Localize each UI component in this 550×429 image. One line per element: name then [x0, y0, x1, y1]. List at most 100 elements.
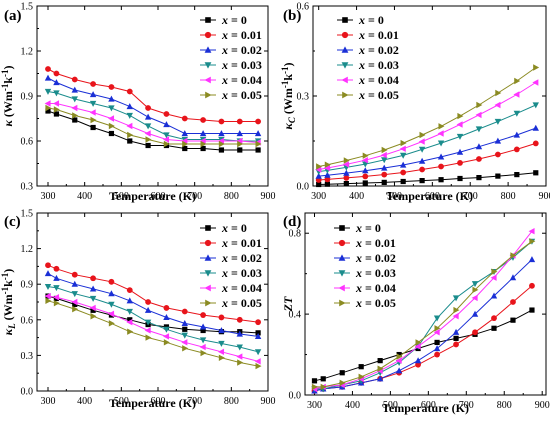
data-point — [109, 123, 115, 129]
legend-label: x = 0.01 — [358, 28, 399, 42]
data-point — [237, 147, 242, 152]
data-point — [381, 172, 387, 178]
data-point — [400, 170, 406, 176]
data-point — [514, 172, 519, 177]
data-point — [529, 307, 534, 312]
x-tick-label: 800 — [497, 400, 512, 411]
data-point — [457, 160, 463, 166]
data-point — [200, 312, 206, 318]
data-point — [255, 349, 261, 355]
data-point — [127, 132, 133, 138]
data-point — [533, 64, 539, 70]
legend: x = 0x = 0.01x = 0.02x = 0.03x = 0.04x =… — [337, 13, 399, 102]
legend-label: x = 0 — [355, 221, 381, 235]
data-point — [340, 370, 345, 375]
y-tick-label: 0.9 — [21, 92, 34, 103]
x-tick-label: 800 — [224, 396, 239, 407]
data-point — [420, 132, 426, 138]
data-point — [382, 180, 387, 185]
data-point — [72, 272, 78, 278]
x-tick-label: 400 — [77, 191, 92, 202]
series-4 — [311, 228, 534, 392]
data-point — [438, 164, 444, 170]
legend-label: x = 0 — [358, 13, 384, 27]
data-point — [362, 174, 368, 180]
data-point — [146, 136, 152, 142]
data-point — [529, 228, 535, 234]
y-axis-title-part: (Wm — [1, 91, 15, 120]
data-point — [325, 182, 330, 187]
data-point — [163, 333, 169, 339]
data-point — [126, 123, 132, 129]
data-point — [127, 138, 132, 143]
legend-label: x = 0.04 — [358, 73, 399, 87]
y-tick-label: 0.3 — [21, 351, 34, 362]
x-axis-title: Temperature (K) — [109, 396, 196, 410]
data-point — [438, 123, 444, 129]
y-tick-label: 0.3 — [21, 182, 34, 193]
data-point — [363, 180, 368, 185]
x-axis-title: Temperature (K) — [386, 189, 473, 203]
y-axis-title: κ (Wm-1k-1) — [0, 65, 15, 126]
data-point — [145, 114, 151, 120]
data-point — [54, 71, 60, 77]
data-point — [145, 123, 151, 129]
y-tick-label: 0.9 — [21, 280, 34, 291]
data-point — [146, 143, 151, 148]
data-point — [237, 317, 243, 323]
data-point — [495, 90, 501, 96]
x-tick-label: 900 — [261, 191, 276, 202]
legend-label: x = 0.05 — [358, 88, 399, 102]
series-line — [319, 173, 536, 185]
data-point — [219, 315, 225, 321]
legend-label: x = 0.02 — [355, 251, 396, 265]
y-axis-title: κL (Wm-1k-1) — [0, 269, 17, 336]
y-axis-title-part: ) — [281, 62, 295, 66]
series-line — [319, 83, 536, 170]
data-point — [359, 364, 364, 369]
x-axis-title: Temperature (K) — [382, 401, 469, 415]
data-point — [109, 84, 115, 90]
data-point — [533, 125, 539, 131]
y-axis-title-part: ZT — [281, 296, 295, 312]
legend-marker — [339, 300, 345, 307]
data-point — [343, 175, 349, 181]
data-point — [53, 275, 59, 281]
x-tick-label: 900 — [539, 191, 550, 202]
y-axis-title: κC (Wm-1k-1) — [280, 62, 297, 129]
legend-label: x = 0.01 — [355, 236, 396, 250]
data-point — [164, 111, 170, 117]
series-line — [315, 310, 533, 381]
data-point — [90, 81, 96, 87]
data-point — [396, 367, 402, 373]
data-point — [533, 170, 538, 175]
legend: x = 0x = 0.01x = 0.02x = 0.03x = 0.04x =… — [200, 221, 262, 310]
data-point — [312, 378, 317, 383]
data-point — [476, 156, 482, 162]
data-point — [127, 309, 133, 315]
legend-label: x = 0 — [221, 13, 247, 27]
legend-label: x = 0.05 — [355, 296, 396, 310]
data-point — [127, 328, 133, 334]
data-point — [90, 275, 96, 281]
legend-label: x = 0.02 — [221, 251, 262, 265]
data-point — [200, 117, 206, 123]
x-tick-label: 900 — [535, 400, 550, 411]
series-4 — [45, 100, 261, 145]
series-1 — [316, 141, 539, 183]
data-point — [415, 357, 421, 363]
series-4 — [315, 79, 538, 172]
data-point — [420, 178, 425, 183]
y-tick-label: 0.0 — [289, 391, 302, 402]
panel-label: (b) — [283, 8, 301, 24]
data-point — [472, 281, 478, 287]
data-point — [476, 102, 482, 108]
data-point — [419, 167, 425, 173]
legend-label: x = 0.03 — [358, 58, 399, 72]
data-point — [45, 66, 51, 72]
y-tick-label: 1.2 — [21, 244, 34, 255]
y-axis-title-part: ) — [1, 65, 15, 69]
